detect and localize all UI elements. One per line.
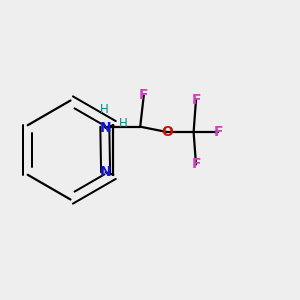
- Text: F: F: [139, 88, 148, 102]
- Text: F: F: [214, 125, 223, 139]
- Text: F: F: [191, 93, 201, 107]
- Text: F: F: [191, 158, 201, 172]
- Text: H: H: [100, 103, 109, 116]
- Text: N: N: [100, 121, 111, 135]
- Text: O: O: [161, 125, 173, 139]
- Text: H: H: [119, 117, 128, 130]
- Text: N: N: [100, 165, 111, 179]
